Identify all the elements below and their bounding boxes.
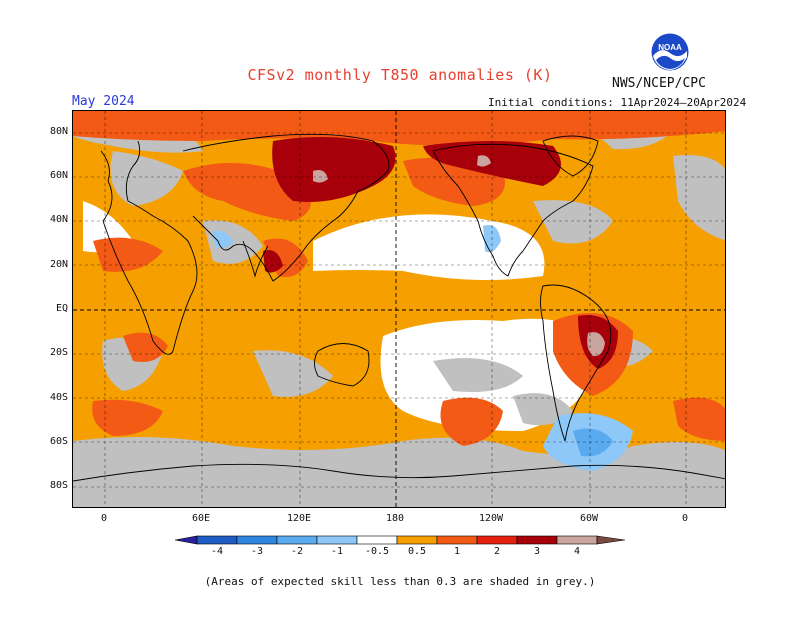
logo-text: NOAA [658,43,682,52]
extreme-warm-anomaly-areas [313,155,605,357]
colorbar-label: 0.5 [407,546,427,557]
initial-conditions: Initial conditions: 11Apr2024–20Apr2024 [488,96,747,109]
colorbar-swatch [316,535,358,545]
colorbar-label: 2 [493,546,501,557]
lon-label: 60W [579,513,599,524]
colorbar-label: -3 [250,546,264,557]
colorbar-swatch [196,535,238,545]
cool-anomaly-core [573,428,613,457]
color-scale-bar [174,535,626,553]
colorbar-arrow-min [174,535,198,545]
noaa-logo-icon: NOAA [651,33,689,71]
low-skill-shading [73,115,725,507]
lat-label: 20N [49,259,68,270]
colorbar-swatch [276,535,318,545]
lat-label: 40S [49,392,68,403]
equator-dateline [73,111,725,507]
lon-label: 0 [681,513,689,524]
skill-footnote: (Areas of expected skill less than 0.3 a… [204,575,596,588]
lat-label: 40N [49,214,68,225]
lon-label: 180 [385,513,405,524]
lon-label: 120W [478,513,504,524]
colorbar-swatch [516,535,558,545]
colorbar-label: -0.5 [364,546,390,557]
colorbar-label: 4 [573,546,581,557]
lon-label: 0 [100,513,108,524]
colorbar-swatch [356,535,398,545]
chart-title: CFSv2 monthly T850 anomalies (K) [247,66,553,84]
lat-label: 80N [49,126,68,137]
colorbar-swatch [556,535,598,545]
lat-label: 60N [49,170,68,181]
colorbar-arrow-max [596,535,626,545]
colorbar-swatch [436,535,478,545]
lon-label: 120E [286,513,312,524]
lat-lon-grid [73,111,725,507]
colorbar-swatch [476,535,518,545]
coastlines [73,133,725,482]
lat-label: 80S [49,480,68,491]
lat-label: EQ [55,303,68,314]
anomaly-map [72,110,726,508]
agency-label: NWS/NCEP/CPC [612,76,706,91]
colorbar-label: -4 [210,546,224,557]
strong-warm-anomaly-areas [263,137,618,369]
lat-label: 60S [49,436,68,447]
colorbar-label: -1 [330,546,344,557]
colorbar-label: 3 [533,546,541,557]
colorbar-label: 1 [453,546,461,557]
colorbar-swatch [396,535,438,545]
colorbar-label: -2 [290,546,304,557]
lon-label: 60E [191,513,211,524]
colorbar-swatch [236,535,278,545]
lat-label: 20S [49,347,68,358]
forecast-period: May 2024 [72,94,135,109]
